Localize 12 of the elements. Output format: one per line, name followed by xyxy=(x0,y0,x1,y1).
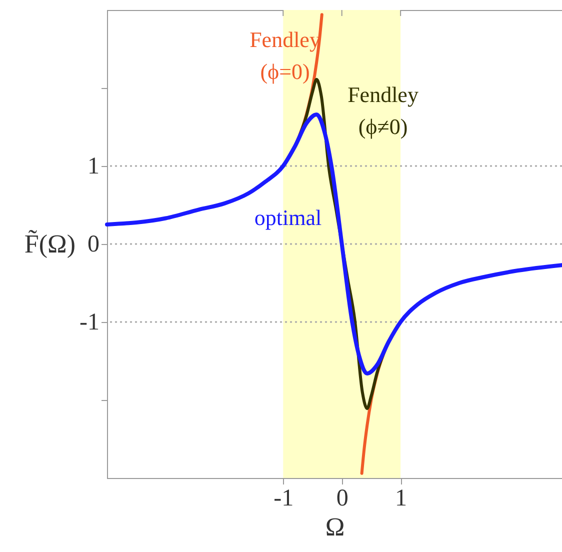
y-tick-label: 1 xyxy=(88,154,100,180)
y-axis-title: F̃(Ω) xyxy=(24,229,76,258)
x-tick-label: 1 xyxy=(395,486,408,512)
y-tick-label: -1 xyxy=(80,310,100,336)
series-label: optimal xyxy=(254,205,322,230)
x-tick-label: 0 xyxy=(336,486,348,512)
line-series xyxy=(105,112,562,376)
x-axis-title: Ω xyxy=(325,512,345,542)
y-tick-label: 0 xyxy=(88,232,100,258)
series-label: Fendley (ϕ≠0) xyxy=(348,82,418,139)
series-label: Fendley (ϕ=0) xyxy=(250,27,320,84)
x-tick-label: -1 xyxy=(274,486,294,512)
